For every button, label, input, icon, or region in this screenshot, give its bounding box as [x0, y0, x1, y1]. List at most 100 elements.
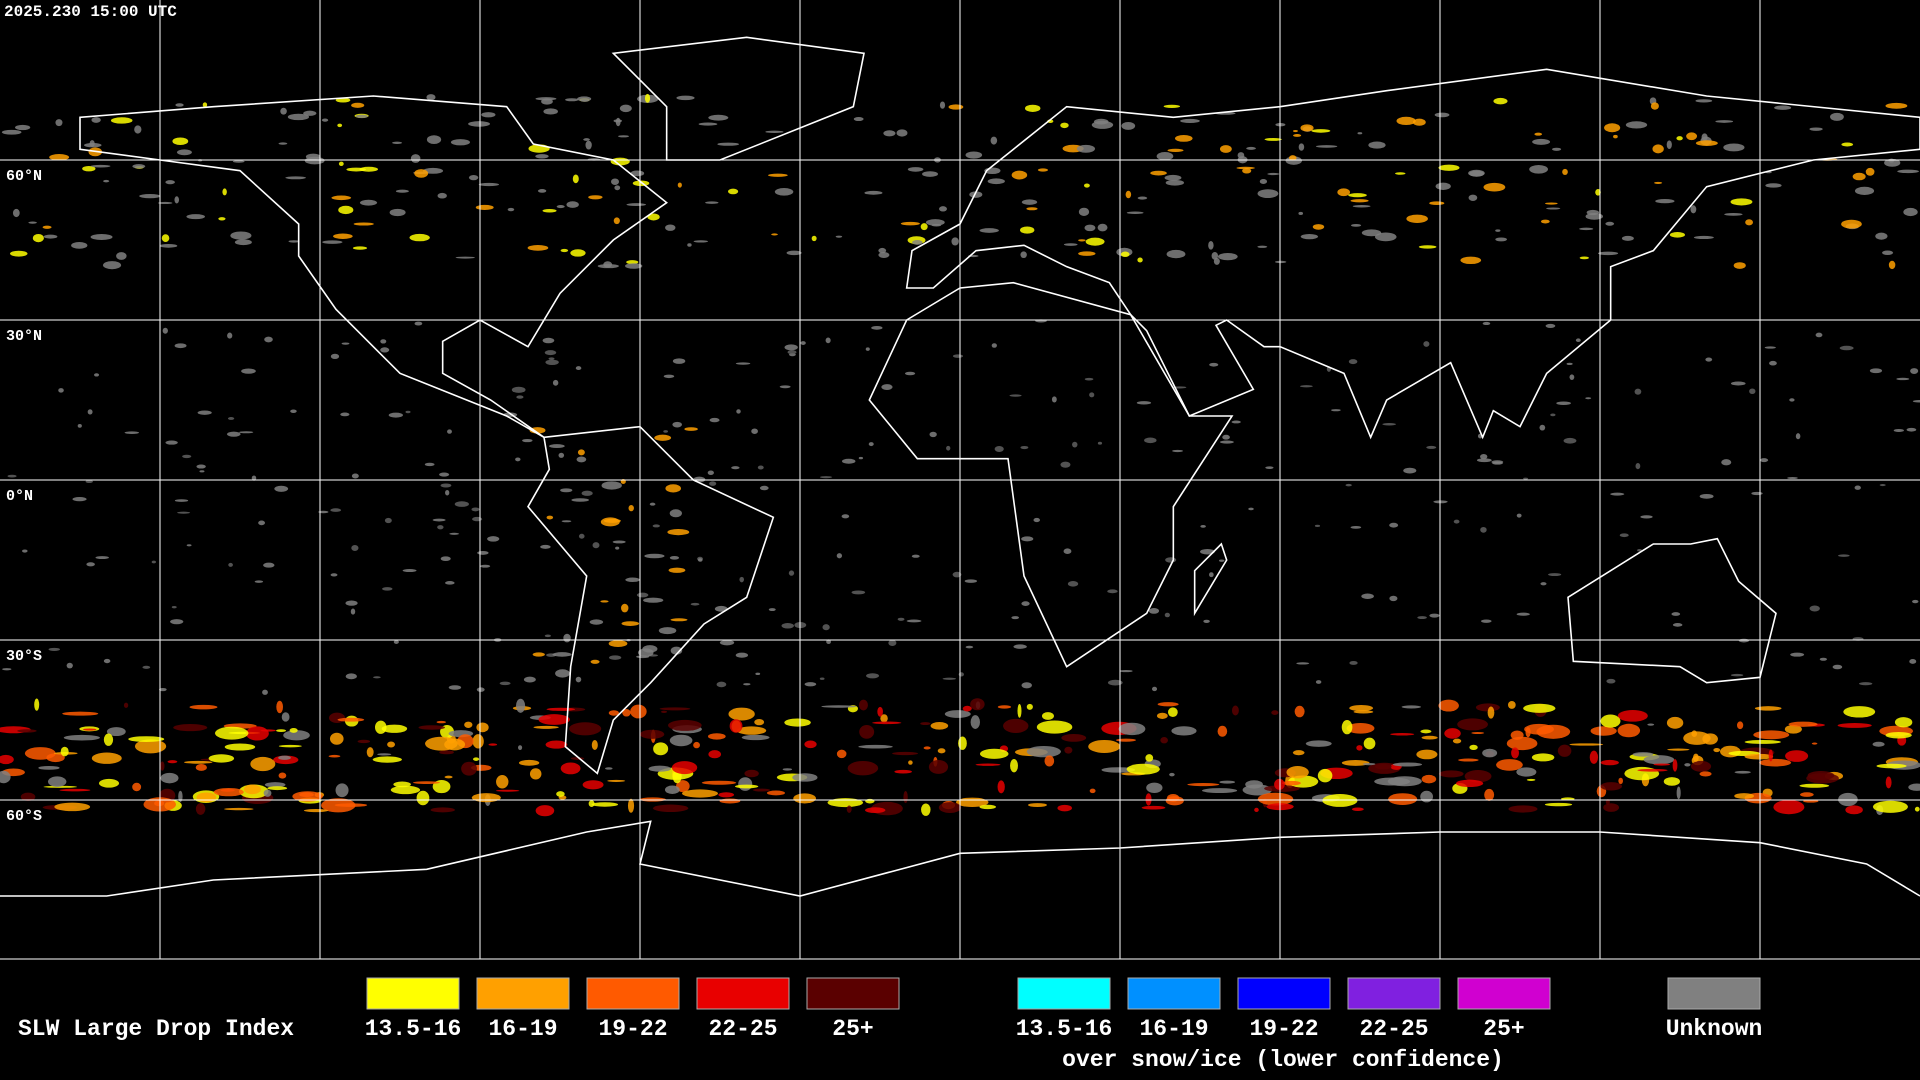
cloud-patch	[670, 618, 688, 622]
cloud-patch	[1458, 758, 1479, 762]
cloud-patch	[1101, 767, 1136, 773]
cloud-patch	[1374, 232, 1397, 242]
cloud-patch	[1872, 800, 1908, 813]
cloud-patch	[1137, 196, 1148, 200]
cloud-patch	[939, 101, 946, 109]
cloud-patch	[380, 339, 387, 344]
coastline	[611, 36, 865, 161]
cloud-patch	[719, 798, 741, 804]
cloud-patch	[351, 473, 359, 479]
cloud-patch	[289, 727, 298, 733]
cloud-patch	[1809, 127, 1823, 131]
cloud-patch	[338, 161, 344, 166]
cloud-patch	[48, 647, 61, 651]
cloud-patch	[1187, 783, 1220, 787]
cloud-patch	[545, 740, 568, 749]
cloud-patch	[1539, 424, 1546, 431]
cloud-patch	[667, 528, 690, 536]
cloud-patch	[432, 518, 446, 522]
cloud-patch	[1115, 738, 1136, 742]
cloud-patch	[736, 726, 767, 735]
cloud-patch	[563, 633, 571, 643]
cloud-patch	[321, 118, 329, 122]
cloud-patch	[1395, 172, 1406, 175]
cloud-patch	[1733, 262, 1746, 269]
cloud-patch	[1507, 700, 1516, 709]
legend-label: 22-25	[708, 1016, 777, 1042]
cloud-patch	[1171, 726, 1197, 736]
cloud-patch	[1349, 660, 1358, 665]
cloud-patch	[1562, 168, 1568, 176]
cloud-patch	[1569, 743, 1604, 746]
cloud-patch	[681, 789, 718, 798]
cloud-patch	[735, 362, 751, 365]
cloud-patch	[346, 167, 366, 172]
coastline	[905, 68, 1920, 440]
cloud-patch	[1057, 804, 1072, 812]
cloud-patch	[71, 241, 88, 249]
cloud-patch	[1888, 260, 1896, 270]
cloud-patch	[340, 412, 350, 417]
cloud-patch	[552, 652, 572, 657]
cloud-patch	[671, 761, 698, 775]
cloud-patch	[1392, 762, 1423, 767]
cloud-patch	[28, 221, 37, 224]
cloud-patch	[1734, 770, 1751, 774]
legend-label: 25+	[1483, 1016, 1524, 1042]
cloud-patch	[1293, 134, 1302, 137]
cloud-patch	[542, 337, 555, 344]
cloud-patch	[1495, 237, 1508, 242]
cloud-patch	[626, 203, 647, 207]
cloud-patch	[402, 568, 417, 573]
cloud-patch	[1231, 705, 1239, 716]
cloud-patch	[437, 525, 444, 530]
cloud-patch	[523, 676, 536, 683]
cloud-patch	[556, 205, 565, 209]
cloud-patch	[230, 231, 252, 240]
cloud-patch	[1552, 147, 1562, 151]
cloud-patch	[800, 341, 806, 345]
cloud-patch	[1865, 167, 1875, 176]
cloud-patch	[172, 137, 189, 145]
cloud-patch	[1217, 252, 1238, 261]
cloud-patch	[768, 608, 776, 612]
cloud-patch	[1089, 788, 1096, 794]
cloud-patch	[577, 449, 585, 456]
cloud-patch	[912, 239, 923, 245]
cloud-patch	[1655, 198, 1675, 204]
cloud-patch	[1723, 143, 1745, 152]
cloud-patch	[665, 484, 682, 493]
cloud-patch	[672, 421, 682, 428]
cloud-patch	[997, 780, 1005, 794]
cloud-patch	[1579, 256, 1590, 260]
cloud-patch	[392, 141, 403, 144]
cloud-patch	[290, 409, 297, 413]
cloud-patch	[384, 517, 392, 524]
cloud-patch	[165, 180, 175, 185]
cloud-patch	[410, 154, 421, 163]
cloud-patch	[426, 135, 442, 145]
cloud-patch	[116, 252, 127, 260]
cloud-patch	[1585, 397, 1592, 400]
cloud-patch	[160, 772, 179, 784]
cloud-patch	[338, 205, 354, 215]
cloud-patch	[46, 753, 65, 763]
cloud-patch	[868, 442, 874, 447]
cloud-patch	[1257, 245, 1268, 248]
cloud-patch	[278, 744, 302, 748]
cloud-patch	[1330, 409, 1341, 412]
cloud-patch	[226, 431, 241, 437]
cloud-patch	[1085, 237, 1105, 246]
cloud-patch	[544, 350, 557, 356]
cloud-patch	[1429, 201, 1445, 206]
cloud-patch	[468, 174, 479, 181]
cloud-patch	[1021, 536, 1034, 542]
cloud-patch	[174, 499, 189, 502]
cloud-patch	[195, 803, 206, 815]
cloud-patch	[1017, 704, 1022, 718]
cloud-patch	[636, 655, 650, 659]
cloud-patch	[1647, 723, 1655, 726]
cloud-patch	[1375, 763, 1392, 770]
cloud-patch	[1671, 612, 1681, 616]
